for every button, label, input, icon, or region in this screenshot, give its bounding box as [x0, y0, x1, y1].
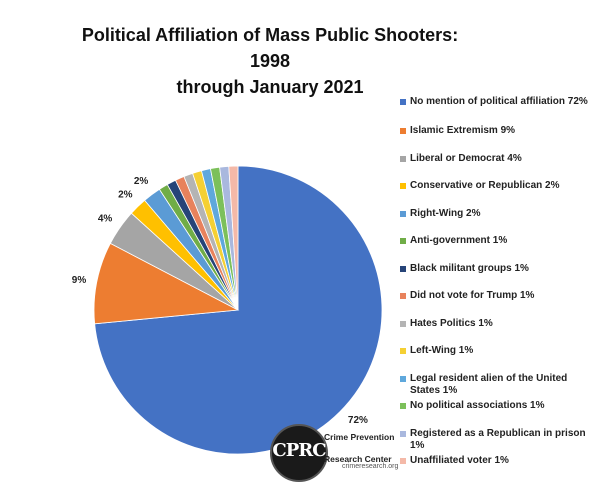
legend-label-9: Left-Wing 1% — [410, 345, 474, 356]
cprc-logo-name: Crime Prevention Research Center — [324, 432, 394, 464]
legend-swatch-1 — [400, 128, 406, 134]
chart-title-line2: through January 2021 — [176, 77, 364, 97]
legend-label-12: Registered as a Republican in prison 1% — [410, 427, 586, 451]
legend-swatch-6 — [400, 265, 406, 272]
legend-swatch-4 — [400, 210, 406, 217]
legend-swatch-12 — [400, 430, 406, 437]
cprc-logo-name-line2: Research Center — [324, 454, 392, 464]
cprc-logo-url: crimeresearch.org — [342, 463, 399, 470]
cprc-logo: CPRC Crime Prevention Research Center cr… — [270, 424, 400, 482]
legend-swatch-11 — [400, 403, 406, 409]
pie-slice-1 — [93, 242, 240, 325]
pie-slice-13 — [228, 165, 239, 311]
legend-item-3: Conservative or Republican 2% — [400, 180, 596, 192]
legend-swatch-0 — [400, 99, 406, 105]
legend-label-3: Conservative or Republican 2% — [410, 180, 560, 191]
legend-item-2: Liberal or Democrat 4% — [400, 153, 596, 165]
slice-data-label-1: 9% — [72, 275, 87, 286]
legend-item-9: Left-Wing 1% — [400, 345, 596, 357]
legend-item-1: Islamic Extremism 9% — [400, 125, 596, 137]
legend-item-12: Registered as a Republican in prison 1% — [400, 428, 596, 452]
legend-swatch-7 — [400, 293, 406, 299]
legend-label-11: No political associations 1% — [410, 400, 545, 411]
legend-item-5: Anti-government 1% — [400, 235, 596, 247]
slice-data-label-0: 72% — [348, 415, 368, 426]
legend-item-11: No political associations 1% — [400, 400, 596, 412]
legend-label-0: No mention of political affiliation 72% — [410, 96, 588, 107]
legend-label-4: Right-Wing 2% — [410, 207, 481, 219]
cprc-logo-mark-text: CPRC — [272, 440, 326, 461]
legend-label-7: Did not vote for Trump 1% — [410, 290, 535, 301]
legend-item-4: Right-Wing 2% — [400, 208, 596, 220]
legend-swatch-8 — [400, 320, 406, 327]
legend-item-13: Unaffiliated voter 1% — [400, 455, 596, 467]
cprc-logo-mark: CPRC — [270, 424, 328, 482]
slice-data-label-2: 4% — [98, 213, 113, 224]
legend-label-8: Hates Politics 1% — [410, 317, 493, 329]
legend-label-13: Unaffiliated voter 1% — [410, 455, 509, 466]
legend-swatch-2 — [400, 155, 406, 162]
legend-label-2: Liberal or Democrat 4% — [410, 152, 522, 164]
legend-label-1: Islamic Extremism 9% — [410, 125, 516, 136]
legend-swatch-9 — [400, 348, 406, 354]
legend-label-10: Legal resident alien of the United State… — [410, 372, 568, 396]
cprc-logo-name-line1: Crime Prevention — [324, 432, 395, 442]
slice-data-label-4: 2% — [134, 176, 149, 187]
chart-title: Political Affiliation of Mass Public Sho… — [60, 22, 480, 100]
legend-swatch-13 — [400, 458, 406, 464]
legend-swatch-5 — [400, 238, 406, 244]
legend-item-7: Did not vote for Trump 1% — [400, 290, 596, 302]
legend-item-8: Hates Politics 1% — [400, 318, 596, 330]
legend-label-5: Anti-government 1% — [410, 235, 508, 246]
chart-title-line1: Political Affiliation of Mass Public Sho… — [81, 25, 459, 71]
legend-label-6: Black militant groups 1% — [410, 262, 529, 274]
legend-item-0: No mention of political affiliation 72% — [400, 96, 596, 108]
legend-item-10: Legal resident alien of the United State… — [400, 373, 596, 397]
legend-item-6: Black militant groups 1% — [400, 263, 596, 275]
legend-swatch-10 — [400, 375, 406, 382]
slice-data-label-3: 2% — [118, 190, 133, 201]
legend-swatch-3 — [400, 183, 406, 189]
